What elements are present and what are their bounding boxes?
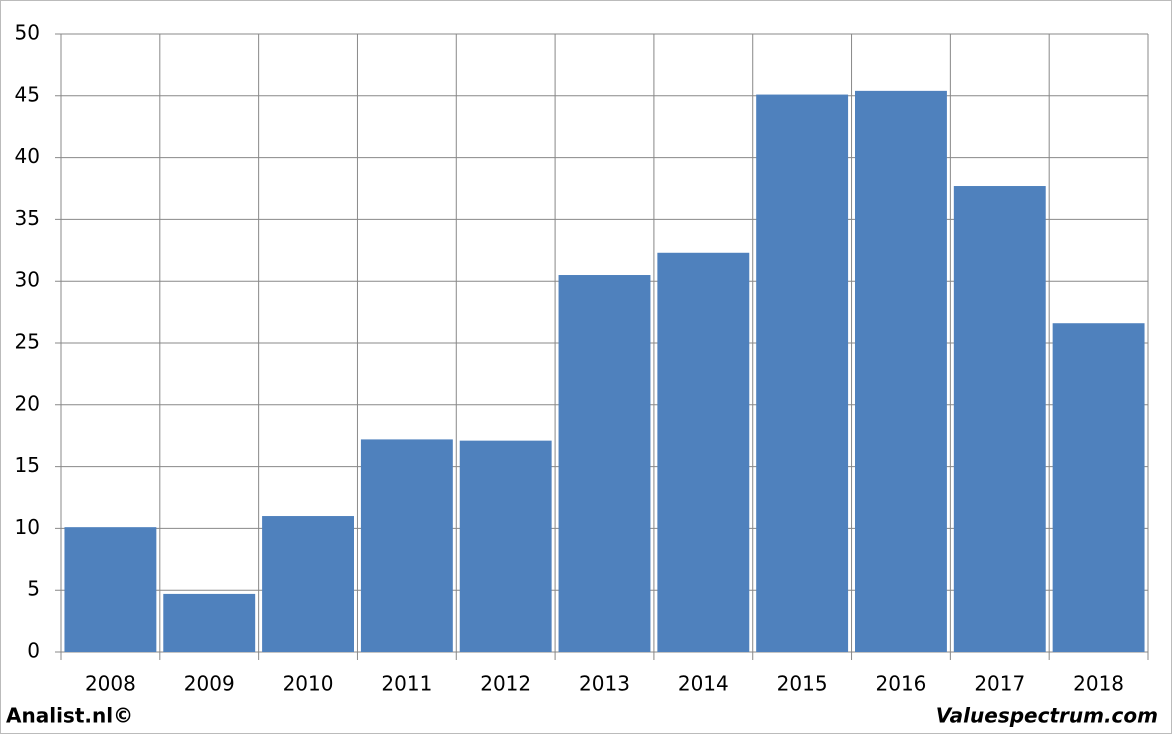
y-tick-label: 45: [15, 82, 40, 106]
bar: [1052, 323, 1145, 652]
bar: [360, 439, 453, 652]
y-tick-label: 50: [15, 21, 40, 45]
x-tick-label: 2018: [1073, 672, 1124, 696]
credit-left: Analist.nl©: [6, 704, 133, 728]
y-tick-label: 30: [15, 268, 40, 292]
bar: [756, 94, 849, 652]
x-tick-label: 2009: [184, 672, 235, 696]
y-tick-label: 10: [15, 515, 40, 539]
x-tick-label: 2014: [678, 672, 729, 696]
y-tick-label: 20: [15, 391, 40, 415]
x-tick-label: 2016: [876, 672, 927, 696]
x-tick-label: 2011: [381, 672, 432, 696]
x-tick-label: 2008: [85, 672, 136, 696]
bar: [855, 90, 947, 652]
y-tick-label: 35: [15, 206, 40, 230]
bar: [64, 527, 157, 652]
bar: [558, 275, 651, 652]
y-tick-label: 0: [27, 639, 40, 663]
bar: [459, 440, 552, 652]
bar: [163, 593, 256, 652]
y-tick-label: 5: [27, 577, 40, 601]
credit-right: Valuespectrum.com: [936, 704, 1158, 728]
bar: [953, 186, 1046, 652]
bar: [657, 252, 750, 652]
y-tick-label: 40: [15, 144, 40, 168]
x-tick-label: 2013: [579, 672, 630, 696]
bar: [262, 516, 354, 652]
x-tick-label: 2010: [283, 672, 334, 696]
y-tick-label: 25: [15, 330, 40, 354]
x-tick-label: 2012: [480, 672, 531, 696]
y-tick-label: 15: [15, 453, 40, 477]
x-tick-label: 2017: [974, 672, 1025, 696]
x-tick-label: 2015: [777, 672, 828, 696]
